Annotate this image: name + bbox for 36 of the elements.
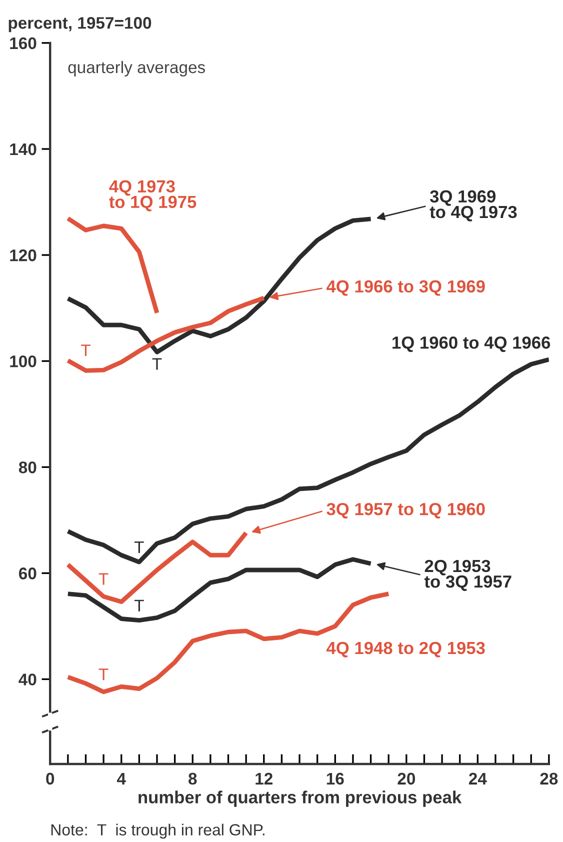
y-tick-label: 140: [10, 143, 36, 156]
legend-label: 4Q 1966 to 3Q 1969: [326, 280, 485, 296]
annotation: T: [134, 542, 144, 554]
line-series: [66, 557, 373, 623]
line-series: [66, 296, 266, 373]
y-tick-label: 60: [18, 568, 36, 580]
series-label: 4Q 1973 to 1Q 1975: [109, 180, 196, 212]
x-tick-label: 20: [398, 772, 415, 785]
annotation: T: [98, 668, 108, 680]
legend-label: 2Q 1953 to 3Q 1957: [424, 560, 512, 591]
legend-label: 3Q 1957 to 1Q 1960: [326, 502, 485, 518]
annotation: T: [134, 600, 144, 612]
series-label: 4Q 1948 to 2Q 1953: [326, 642, 485, 658]
series-label: 1Q 1960 to 4Q 1966: [392, 336, 550, 352]
x-axis-title: number of quarters from previous peak: [138, 790, 462, 807]
annotation: T: [81, 344, 90, 356]
x-tick-label: 8: [188, 772, 197, 785]
legend-label: 3Q 1969 to 4Q 1973: [430, 190, 517, 222]
line-series: [66, 216, 160, 316]
text: quarterly averages: [68, 60, 205, 77]
y-tick-label: 160: [10, 37, 36, 50]
x-tick-label: 24: [468, 772, 487, 784]
y-tick-label: 100: [10, 355, 36, 368]
y-tick-label: 40: [18, 674, 36, 686]
annotation: T: [152, 358, 162, 370]
y-axis-title: percent, 1957=100: [8, 17, 152, 32]
x-tick-label: 0: [46, 772, 54, 785]
line-series: [66, 592, 391, 694]
x-tick-label: 16: [326, 772, 344, 785]
x-tick-label: 12: [256, 772, 272, 784]
text: Note: T is trough in real GNP.: [51, 824, 264, 839]
annotation: T: [98, 573, 108, 585]
x-tick-label: 28: [540, 772, 558, 785]
y-tick-label: 120: [10, 249, 36, 262]
y-tick-label: 80: [18, 462, 36, 474]
x-tick-label: 4: [116, 772, 126, 784]
